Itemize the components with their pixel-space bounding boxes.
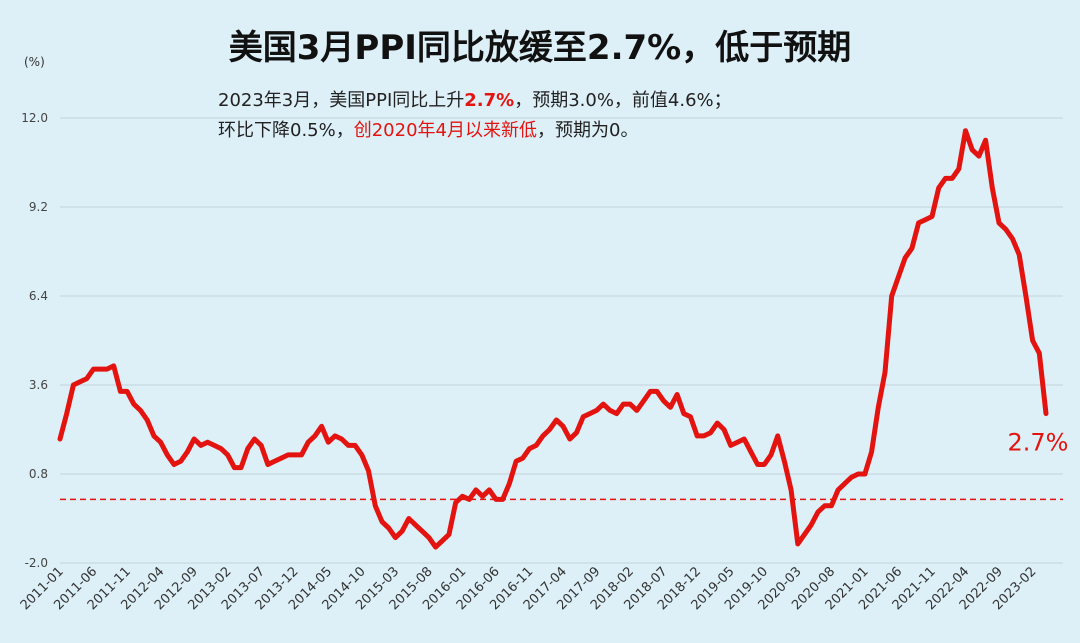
subtitle-line-1: 2023年3月，美国PPI同比上升2.7%，预期3.0%，前值4.6%； xyxy=(218,86,732,112)
subtitle-1-text-c: ，预期3.0%，前值4.6%； xyxy=(514,90,732,111)
chart-title: 美国3月PPI同比放缓至2.7%，低于预期 xyxy=(228,28,852,68)
subtitle-2-text-c: ，预期为0。 xyxy=(537,120,639,141)
y-tick-label: 0.8 xyxy=(29,467,48,481)
y-axis-unit: (%) xyxy=(24,55,45,69)
y-tick-label: 12.0 xyxy=(21,111,48,125)
subtitle-2-text-a: 环比下降0.5%， xyxy=(218,120,354,141)
y-tick-label: -2.0 xyxy=(25,556,48,570)
y-tick-label: 3.6 xyxy=(29,378,48,392)
subtitle-1-text-a: 2023年3月，美国PPI同比上升 xyxy=(218,90,465,111)
subtitle-line-2: 环比下降0.5%，创2020年4月以来新低，预期为0。 xyxy=(218,116,638,142)
y-tick-label: 9.2 xyxy=(29,200,48,214)
subtitle-1-highlight: 2.7% xyxy=(464,90,515,111)
ppi-yoy-series-line xyxy=(57,128,1049,550)
y-tick-label: 6.4 xyxy=(29,289,48,303)
subtitle-2-highlight: 创2020年4月以来新低 xyxy=(353,120,537,141)
end-value-label: 2.7% xyxy=(1008,429,1069,457)
